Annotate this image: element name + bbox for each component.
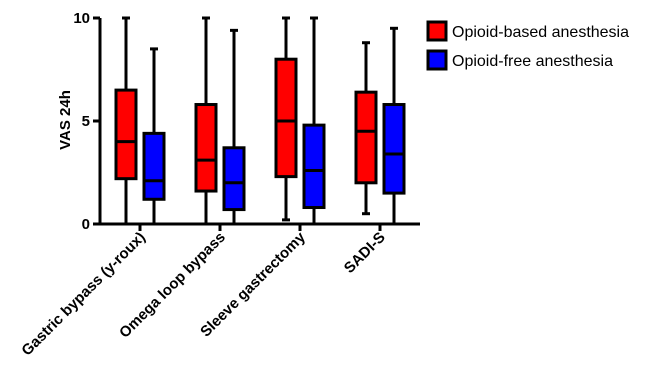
y-tick-label: 0 xyxy=(82,216,90,233)
box-plot xyxy=(142,47,166,226)
box-plot xyxy=(222,28,246,226)
box-plot xyxy=(354,41,378,216)
legend-swatch xyxy=(426,20,448,42)
box-plot xyxy=(302,16,326,226)
box-plot-area xyxy=(114,16,406,226)
y-tick-label: 10 xyxy=(73,10,90,27)
box xyxy=(274,57,298,179)
legend-label: Opioid-based anesthesia xyxy=(452,24,629,41)
y-tick-label: 5 xyxy=(82,113,90,130)
x-category-label: SADI-S xyxy=(341,229,389,277)
box xyxy=(194,103,218,193)
box xyxy=(142,131,166,201)
box xyxy=(114,88,138,181)
legend-swatch xyxy=(426,49,448,71)
box-plot xyxy=(382,26,406,226)
legend-label: Opioid-free anesthesia xyxy=(452,53,613,70)
box xyxy=(382,103,406,195)
box xyxy=(354,90,378,185)
box-plot xyxy=(114,16,138,226)
y-axis-title: VAS 24h xyxy=(57,90,74,150)
y-axis: 0 5 10 xyxy=(73,10,102,233)
legend: Opioid-based anesthesia Opioid-free anest… xyxy=(426,20,629,71)
box-plot xyxy=(194,16,218,226)
x-axis: Gastric bypass (y-roux)Omega loop bypass… xyxy=(18,222,420,359)
box-plot xyxy=(274,16,298,222)
box xyxy=(302,123,326,210)
box xyxy=(222,146,246,212)
